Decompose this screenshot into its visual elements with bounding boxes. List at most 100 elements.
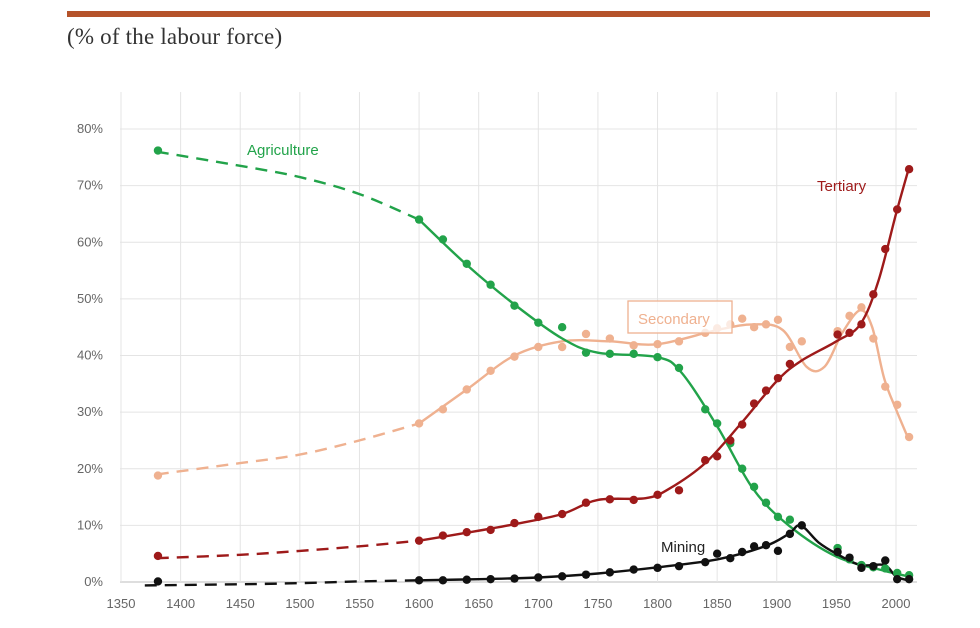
grid: [120, 92, 917, 583]
x-tick-label: 1350: [107, 596, 136, 611]
mining-point: [773, 546, 783, 556]
agriculture-trend-dashed: [156, 150, 420, 221]
x-tick-label: 1700: [524, 596, 553, 611]
secondary-label: Secondary: [638, 311, 710, 328]
mining-point: [869, 561, 878, 571]
mining-point: [462, 575, 471, 584]
y-tick-label: 40%: [77, 348, 103, 363]
secondary-point: [761, 320, 771, 329]
secondary-point: [904, 432, 914, 442]
mining-point: [153, 577, 163, 586]
tertiary-trend-dashed: [156, 539, 420, 560]
agriculture-point: [462, 259, 471, 268]
secondary-point: [153, 471, 163, 480]
agriculture-point: [153, 146, 163, 155]
mining-point: [712, 549, 722, 558]
tertiary-point: [869, 290, 878, 299]
mining-point: [581, 570, 591, 579]
tertiary-point: [438, 531, 448, 540]
mining-point: [629, 565, 638, 574]
agriculture-label: Agriculture: [247, 142, 319, 159]
secondary-point: [486, 366, 495, 375]
y-tick-label: 60%: [77, 234, 103, 249]
mining-point: [785, 529, 795, 539]
agriculture-point: [534, 318, 543, 327]
agriculture-point: [892, 568, 902, 578]
tertiary-point: [510, 518, 519, 528]
x-tick-label: 1500: [285, 596, 314, 611]
tertiary-point: [737, 420, 747, 429]
y-tick-label: 80%: [77, 121, 103, 136]
secondary-point: [749, 322, 759, 332]
mining-point: [438, 576, 448, 585]
mining-point: [857, 563, 866, 573]
secondary-label-box: [627, 300, 733, 334]
mining-trend-dashed: [144, 579, 420, 587]
agriculture-trend-solid: [418, 218, 909, 578]
mining-point: [737, 547, 747, 557]
tertiary-point: [414, 536, 424, 545]
secondary-point: [557, 342, 567, 352]
tertiary-point: [674, 486, 684, 495]
secondary-point: [414, 419, 424, 428]
secondary-point: [534, 342, 543, 352]
secondary-point: [797, 337, 807, 346]
agriculture-point: [653, 352, 662, 362]
mining-point: [881, 556, 890, 565]
tertiary-point: [153, 551, 163, 561]
x-tick-label: 1800: [643, 596, 672, 611]
tertiary-point: [605, 495, 615, 504]
tertiary-point: [881, 244, 890, 254]
agriculture-point: [737, 464, 747, 473]
secondary-point: [510, 352, 519, 361]
y-tick-label: 70%: [77, 178, 103, 193]
tertiary-point: [833, 330, 842, 339]
tertiary-point: [629, 495, 638, 505]
x-tick-label: 1750: [583, 596, 612, 611]
x-tick-label: 1900: [762, 596, 791, 611]
mining-label: Mining: [661, 539, 705, 556]
top-rule: [67, 11, 930, 17]
secondary-point: [785, 342, 795, 352]
secondary-point: [462, 385, 471, 394]
mining-point: [510, 574, 519, 583]
tertiary-point: [581, 498, 591, 507]
mining-point: [726, 554, 735, 563]
x-tick-label: 1450: [226, 596, 255, 611]
x-tick-label: 1950: [822, 596, 851, 611]
tertiary-point: [845, 328, 854, 338]
tertiary-point: [462, 527, 471, 537]
agriculture-point: [701, 405, 710, 414]
agriculture-point: [674, 363, 684, 373]
agriculture-point: [605, 349, 615, 359]
mining-point: [653, 563, 662, 573]
secondary-point: [845, 311, 854, 321]
agriculture-point: [629, 349, 638, 359]
x-tick-label: 1550: [345, 596, 374, 611]
agriculture-point: [785, 515, 795, 524]
agriculture-point: [438, 235, 448, 244]
agriculture-point: [749, 482, 759, 492]
tertiary-point: [486, 525, 495, 535]
secondary-point: [881, 382, 890, 391]
secondary-point: [653, 339, 662, 349]
tertiary-point: [773, 373, 783, 383]
secondary-point: [892, 400, 902, 409]
y-tick-label: 30%: [77, 404, 103, 419]
agriculture-point: [414, 215, 424, 224]
x-axis-ticks: 1350 1400 1450 1500 1550 1600 1650 1700 1750 1800…: [107, 596, 911, 611]
agriculture-point: [581, 348, 591, 357]
secondary-point: [438, 405, 448, 414]
mining-point: [904, 574, 914, 584]
secondary-point: [869, 334, 878, 343]
mining-point: [605, 568, 615, 577]
agriculture-point: [557, 322, 567, 332]
secondary-point: [857, 303, 866, 312]
mining-point: [486, 574, 495, 584]
mining-point: [797, 521, 807, 530]
tertiary-trend-solid: [418, 171, 910, 542]
agriculture-point: [881, 564, 890, 573]
secondary-point: [581, 329, 591, 339]
mining-point: [701, 557, 710, 567]
chart-subtitle: (% of the labour force): [67, 24, 283, 49]
